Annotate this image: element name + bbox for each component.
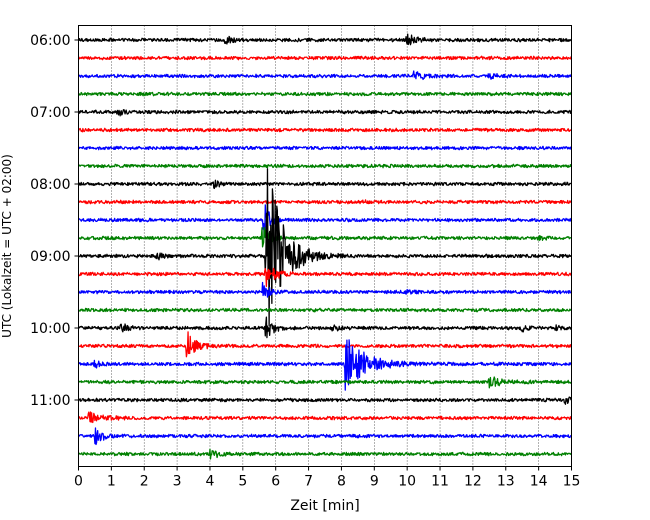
- trace-line: [77, 316, 573, 339]
- x-tick-label: 14: [530, 474, 548, 490]
- trace-line: [77, 33, 572, 46]
- trace-line: [77, 281, 572, 298]
- trace-line: [77, 127, 572, 133]
- y-tick-label: 06:00: [30, 33, 70, 49]
- x-tick-label: 12: [464, 474, 482, 490]
- y-axis-label: UTC (Lokalzeit = UTC + 02:00): [0, 154, 14, 338]
- trace-line: [78, 168, 573, 327]
- x-tick-label: 7: [304, 474, 313, 490]
- x-axis-label: Zeit [min]: [290, 498, 359, 514]
- x-tick-label: 4: [206, 474, 215, 490]
- trace-line: [77, 427, 572, 446]
- trace-line: [78, 109, 573, 117]
- y-tick-label: 09:00: [30, 249, 70, 265]
- x-tick-label: 2: [140, 474, 149, 490]
- trace-line: [77, 376, 573, 389]
- x-tick-label: 0: [74, 474, 83, 490]
- trace-line: [77, 70, 573, 81]
- trace-line: [77, 411, 572, 424]
- x-tick-label: 11: [431, 474, 449, 490]
- trace-line: [77, 145, 573, 151]
- x-tick-label: 15: [563, 474, 581, 490]
- x-tick-label: 10: [398, 474, 416, 490]
- trace-line: [78, 199, 573, 205]
- trace-line: [78, 226, 572, 248]
- x-tick-label: 8: [337, 474, 346, 490]
- trace-line: [78, 331, 572, 358]
- x-tick-label: 6: [271, 474, 280, 490]
- x-tick-label: 13: [497, 474, 515, 490]
- trace-line: [78, 204, 573, 238]
- trace-line: [77, 396, 572, 405]
- x-tick-label: 9: [370, 474, 379, 490]
- trace-line: [77, 267, 573, 288]
- plot-frame: [78, 25, 572, 467]
- trace-line: [78, 339, 573, 391]
- y-tick-label: 11:00: [30, 393, 70, 409]
- trace-line: [77, 448, 572, 460]
- x-tick-label: 1: [107, 474, 116, 490]
- trace-line: [77, 179, 572, 190]
- trace-line: [77, 163, 573, 169]
- trace-line: [77, 307, 573, 313]
- y-tick-label: 07:00: [30, 105, 70, 121]
- trace-line: [77, 55, 573, 61]
- x-tick-label: 5: [238, 474, 247, 490]
- x-tick-label: 3: [173, 474, 182, 490]
- y-axis-ticks: 06:00 07:00 08:00 09:00 10:00 11:00: [30, 33, 79, 409]
- y-tick-label: 10:00: [30, 321, 70, 337]
- trace-line: [78, 91, 573, 97]
- y-tick-label: 08:00: [30, 177, 70, 193]
- seismic-traces: [77, 33, 573, 460]
- x-axis-ticks: 0 1 2 3 4 5 6 7 8 9 10 11 12 13 14 15: [74, 466, 581, 490]
